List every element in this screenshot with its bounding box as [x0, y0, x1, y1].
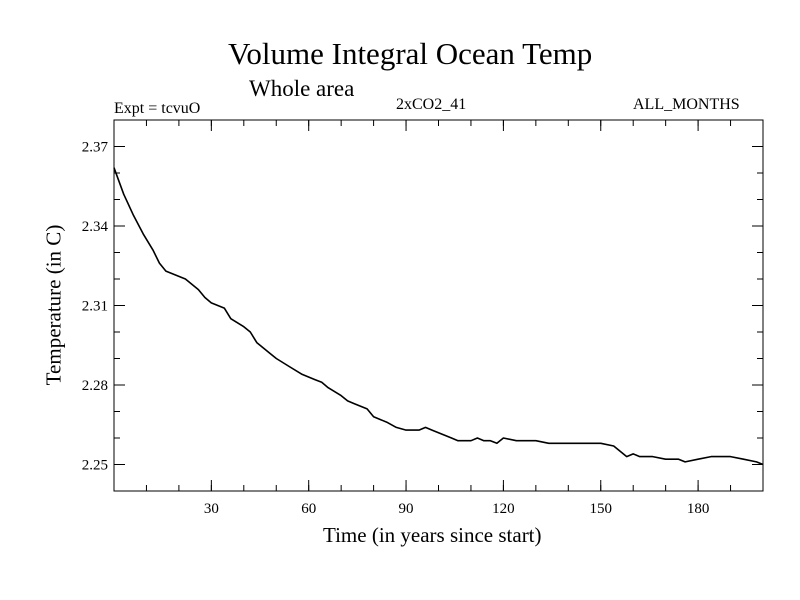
- x-tick-label: 30: [204, 501, 219, 517]
- y-tick-label: 2.34: [82, 219, 109, 235]
- experiment-label: Expt = tcvuO: [114, 100, 201, 117]
- y-tick-label: 2.25: [82, 458, 108, 474]
- x-tick-label: 120: [492, 501, 515, 517]
- x-tick-label: 60: [301, 501, 316, 517]
- chart-subtitle: Whole area: [249, 76, 355, 101]
- series-line: [113, 167, 764, 466]
- x-tick-label: 180: [687, 501, 710, 517]
- x-tick-label: 150: [590, 501, 613, 517]
- x-tick-label: 90: [399, 501, 414, 517]
- plot-frame: [113, 119, 764, 492]
- run-label: 2xCO2_41: [396, 96, 467, 113]
- axis-ticks: [114, 120, 763, 491]
- x-axis-label: Time (in years since start): [323, 523, 542, 547]
- chart-title: Volume Integral Ocean Temp: [228, 36, 593, 71]
- months-label: ALL_MONTHS: [633, 96, 740, 113]
- y-tick-label: 2.28: [82, 378, 108, 394]
- tick-labels: 30 60 90 120 150 180 2.25 2.28 2.31 2.34 2.37: [82, 140, 710, 518]
- y-tick-label: 2.31: [82, 299, 108, 315]
- y-tick-label: 2.37: [82, 140, 109, 156]
